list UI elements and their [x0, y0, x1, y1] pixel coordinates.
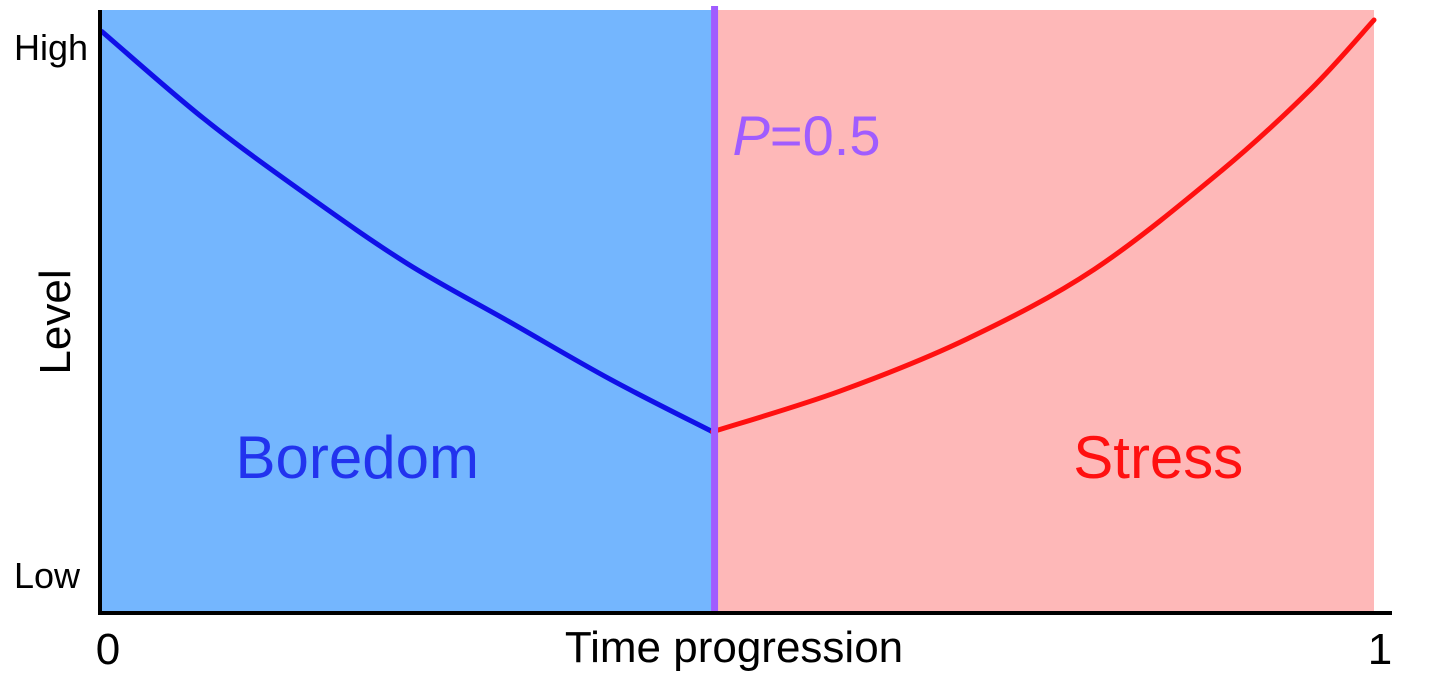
x-axis-label: Time progression	[565, 623, 903, 672]
y-tick-label-low: Low	[14, 555, 81, 596]
y-axis-label: Level	[31, 269, 80, 374]
threshold-label: P=0.5	[733, 104, 881, 167]
region-boredom	[102, 10, 713, 612]
region-label-boredom: Boredom	[236, 424, 479, 491]
threshold-label-variable: P	[733, 104, 770, 167]
x-tick-label-0: 0	[96, 625, 120, 674]
stress-curve	[710, 17, 1377, 435]
y-tick-label-high: High	[14, 27, 88, 68]
region-stress	[712, 10, 1374, 612]
region-label-stress: Stress	[1073, 424, 1243, 491]
boredom-curve	[99, 29, 716, 435]
x-tick-label-1: 1	[1368, 625, 1392, 674]
threshold-label-value: =0.5	[770, 104, 881, 167]
